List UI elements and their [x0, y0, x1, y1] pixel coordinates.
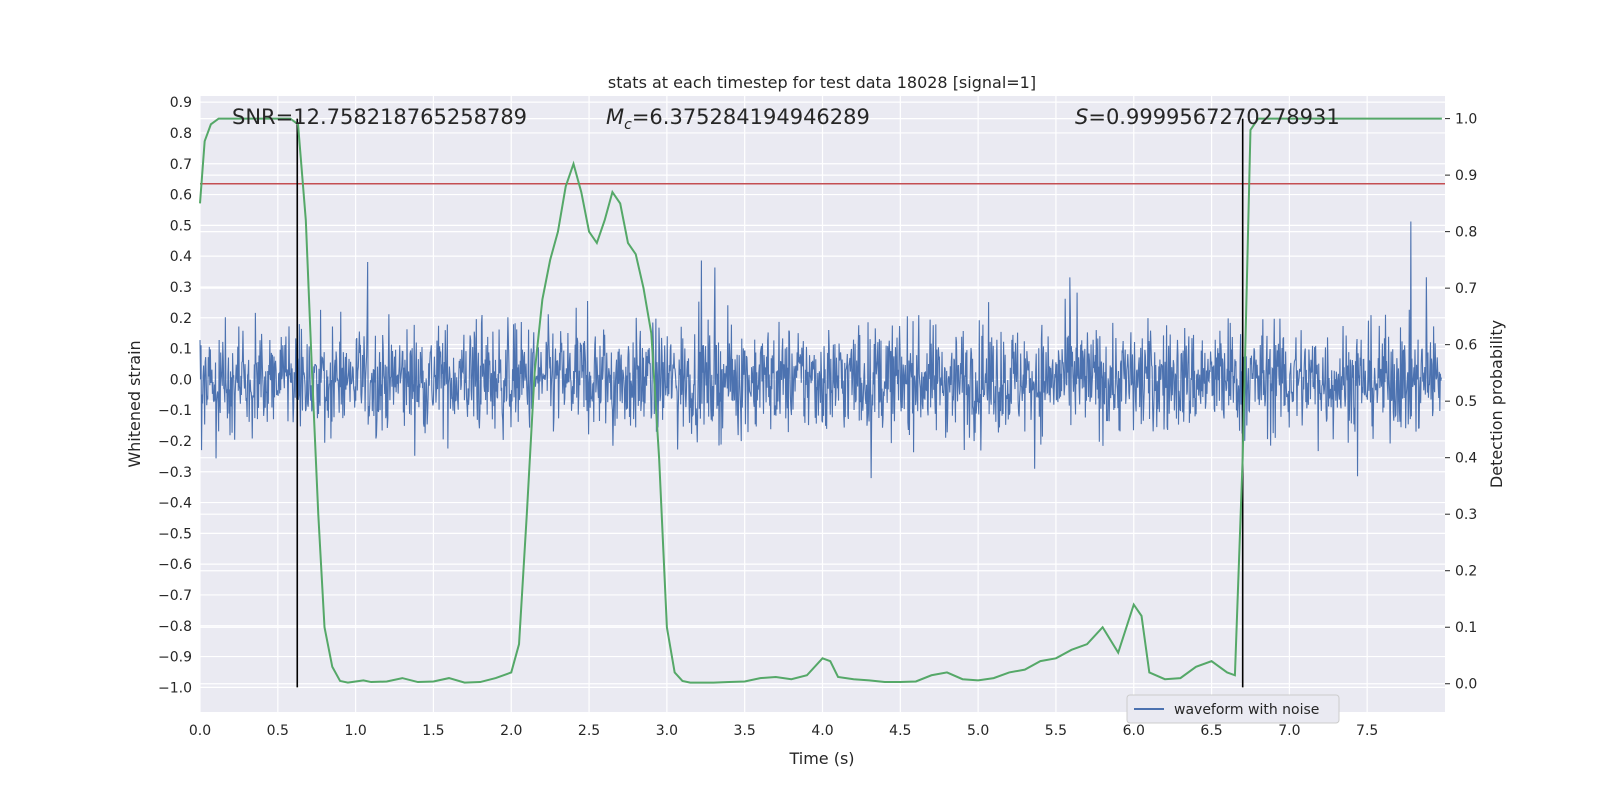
x-tick-label: 4.5 — [889, 723, 911, 739]
y-axis-label: Whitened strain — [125, 340, 144, 467]
x-tick-label: 1.5 — [422, 723, 444, 739]
legend-box — [1126, 694, 1340, 724]
y-tick-label: −0.9 — [158, 650, 192, 666]
legend-label: waveform with noise — [1174, 702, 1319, 718]
y-tick-label: −0.2 — [158, 434, 192, 450]
waveform-trace — [199, 221, 1442, 479]
score-annotation: S=0.9999567270278931 — [1075, 105, 1340, 129]
snr-annotation: SNR=12.758218765258789 — [232, 105, 527, 129]
y-tick-label: −0.8 — [158, 619, 192, 635]
y-tick-label: −0.5 — [158, 526, 192, 542]
y2-tick-label: 1.0 — [1455, 112, 1477, 128]
chirp-mass-value: =6.375284194946289 — [632, 105, 870, 129]
x-tick-label: 2.5 — [578, 723, 600, 739]
x-tick-label: 0.0 — [189, 723, 211, 739]
x-axis-label: Time (s) — [788, 749, 854, 768]
y2-tick-label: 0.1 — [1455, 620, 1477, 636]
y-tick-label: 0.4 — [170, 249, 192, 265]
y-tick-label: −0.1 — [158, 403, 192, 419]
y2-tick-labels: 0.0 0.1 0.2 0.3 0.4 0.5 0.6 0.7 0.8 0.9 1.0 — [1455, 112, 1477, 693]
y2-tick-label: 0.6 — [1455, 338, 1477, 354]
chirp-mass-subscript: c — [624, 117, 632, 133]
y2-tick-label: 0.0 — [1455, 677, 1477, 693]
y-tick-label: −0.3 — [158, 465, 192, 481]
y-tick-label: 0.8 — [170, 126, 192, 142]
x-tick-label: 5.5 — [1045, 723, 1067, 739]
event-vertical-lines — [296, 118, 1244, 688]
y2-tick-label: 0.9 — [1455, 168, 1477, 184]
legend: waveform with noise — [1126, 694, 1340, 724]
y-tick-label: 0.5 — [170, 218, 192, 234]
x-tick-label: 6.5 — [1200, 723, 1222, 739]
y-tick-label: 0.9 — [170, 95, 192, 111]
y-tick-label: −0.7 — [158, 588, 192, 604]
x-tick-label: 3.0 — [656, 723, 678, 739]
score-symbol: S — [1075, 105, 1088, 129]
y2-tick-label: 0.3 — [1455, 507, 1477, 523]
chart-title: stats at each timestep for test data 180… — [608, 73, 1036, 92]
y2-tick-label: 0.2 — [1455, 564, 1477, 580]
y2-tick-label: 0.4 — [1455, 451, 1477, 467]
y-tick-label: 0.0 — [170, 372, 192, 388]
y-tick-label: 0.2 — [170, 311, 192, 327]
waveform-with-noise-series — [199, 221, 1442, 479]
chirp-mass-annotation: Mc=6.375284194946289 — [606, 105, 870, 133]
y-tick-label: −1.0 — [158, 680, 192, 696]
x-tick-label: 7.5 — [1356, 723, 1378, 739]
x-tick-label: 3.5 — [734, 723, 756, 739]
x-tick-label: 4.0 — [811, 723, 833, 739]
chirp-mass-symbol: M — [606, 105, 624, 129]
score-value: =0.9999567270278931 — [1088, 105, 1339, 129]
y2-tick-label: 0.5 — [1455, 394, 1477, 410]
y-tick-label: 0.6 — [170, 188, 192, 204]
y2-axis-label: Detection probability — [1487, 320, 1506, 488]
y-tick-label: −0.6 — [158, 557, 192, 573]
x-tick-label: 6.0 — [1123, 723, 1145, 739]
x-tick-labels: 0.0 0.5 1.0 1.5 2.0 2.5 3.0 3.5 4.0 4.5 5.0 5.5 6.0 6… — [189, 723, 1378, 739]
x-tick-label: 0.5 — [267, 723, 289, 739]
x-tick-label: 2.0 — [500, 723, 522, 739]
x-tick-label: 1.0 — [344, 723, 366, 739]
y-tick-labels: 0.9 0.8 0.7 0.6 0.5 0.4 0.3 0.2 0.1 0.0 −0.1 −0.2 −0… — [158, 95, 192, 696]
detection-probability-line — [199, 117, 1442, 684]
y2-tick-label: 0.7 — [1455, 281, 1477, 297]
y-tick-label: 0.3 — [170, 280, 192, 296]
y-tick-label: 0.1 — [170, 342, 192, 358]
x-tick-label: 7.0 — [1278, 723, 1300, 739]
y-tick-label: −0.4 — [158, 496, 192, 512]
x-tick-label: 5.0 — [967, 723, 989, 739]
y-tick-label: 0.7 — [170, 157, 192, 173]
y2-tick-label: 0.8 — [1455, 225, 1477, 241]
